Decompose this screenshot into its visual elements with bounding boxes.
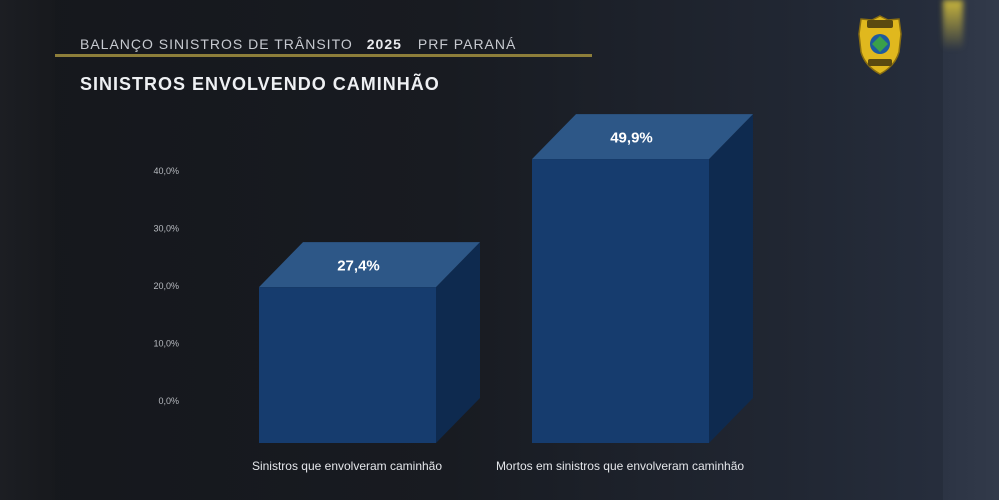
- y-tick-label: 40,0%: [153, 166, 179, 176]
- data-label-1: 49,9%: [610, 130, 653, 147]
- prf-police-badge-icon: [855, 14, 905, 81]
- data-label-0: 27,4%: [337, 258, 380, 275]
- header: BALANÇO SINISTROS DE TRÂNSITO 2025 PRF PAR…: [80, 36, 516, 52]
- header-rule: [55, 54, 592, 57]
- bar-side-0: [436, 242, 480, 443]
- header-left: BALANÇO SINISTROS DE TRÂNSITO: [80, 36, 353, 52]
- right-edge: [943, 0, 999, 500]
- y-tick-label: 20,0%: [153, 281, 179, 291]
- y-tick-label: 30,0%: [153, 224, 179, 234]
- bar-top-0: [259, 242, 480, 288]
- bar-top-1: [532, 114, 753, 160]
- left-edge: [0, 0, 55, 500]
- y-tick-label: 10,0%: [153, 339, 179, 349]
- category-label-0: Sinistros que envolveram caminhão: [252, 459, 442, 473]
- category-label-1: Mortos em sinistros que envolveram camin…: [496, 459, 744, 473]
- bar-0: [259, 287, 436, 443]
- header-year: 2025: [366, 36, 402, 52]
- right-edge-glow: [943, 0, 963, 50]
- page-title: SINISTROS ENVOLVENDO CAMINHÃO: [80, 74, 440, 94]
- y-tick-label: 0,0%: [158, 396, 179, 406]
- header-right: PRF PARANÁ: [417, 36, 517, 52]
- bar-side-1: [709, 114, 753, 443]
- bar-1: [532, 159, 709, 443]
